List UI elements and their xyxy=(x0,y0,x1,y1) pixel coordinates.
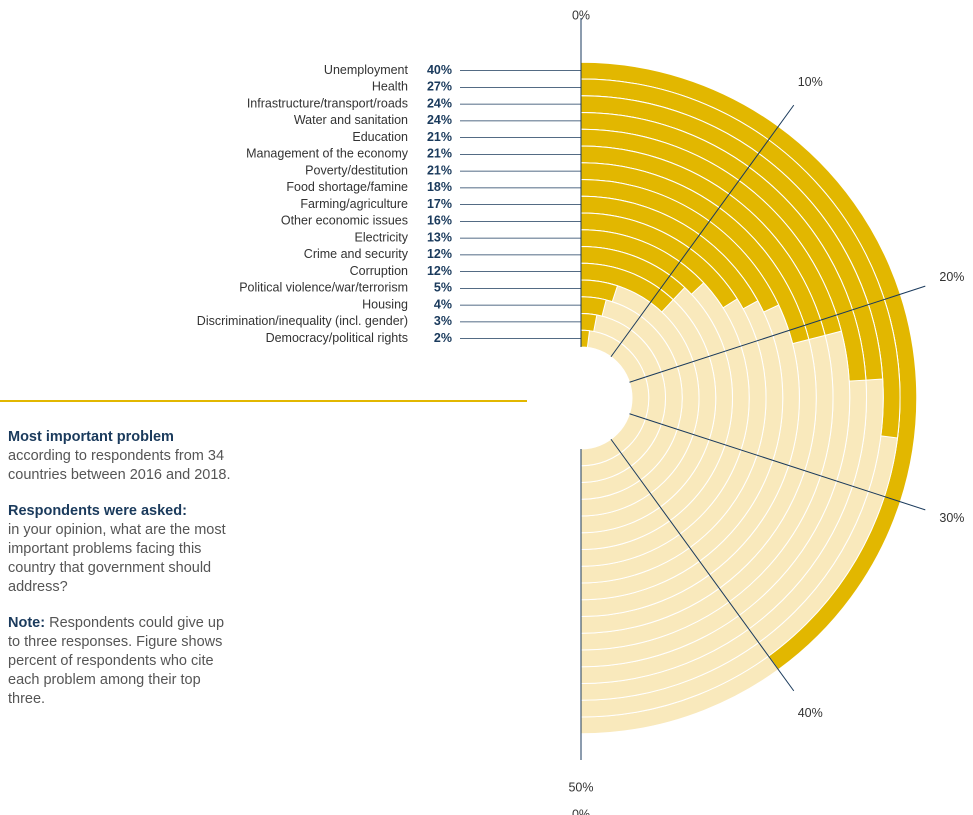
category-label: Food shortage/famine xyxy=(286,180,408,194)
value-label: 17% xyxy=(427,197,452,211)
category-label: Housing xyxy=(362,297,408,311)
category-label: Farming/agriculture xyxy=(300,197,408,211)
category-label: Political violence/war/terrorism xyxy=(239,281,408,295)
tick-label: 0% xyxy=(572,8,590,22)
note-heading: Note: xyxy=(8,615,46,631)
value-label: 24% xyxy=(427,96,452,110)
value-label: 3% xyxy=(434,314,452,328)
value-label: 12% xyxy=(427,247,452,261)
value-label: 5% xyxy=(434,281,452,295)
category-label: Health xyxy=(372,80,408,94)
category-label: Crime and security xyxy=(304,247,409,261)
note: Note: Respondents could give up to three… xyxy=(8,614,236,709)
value-label: 40% xyxy=(427,63,452,77)
category-label: Poverty/destitution xyxy=(305,163,408,177)
value-label: 16% xyxy=(427,214,452,228)
tick-label: 10% xyxy=(798,75,823,89)
note-text: in your opinion, what are the most impor… xyxy=(8,522,226,595)
note-text: according to respondents from 34 countri… xyxy=(8,448,231,483)
category-label: Infrastructure/transport/roads xyxy=(247,96,408,110)
tick-label: 20% xyxy=(939,270,964,284)
category-label: Unemployment xyxy=(324,63,409,77)
tick-label: 40% xyxy=(798,706,823,720)
category-label: Other economic issues xyxy=(281,214,408,228)
value-label: 12% xyxy=(427,264,452,278)
value-label: 24% xyxy=(427,113,452,127)
axis-line xyxy=(610,104,795,358)
axis-line xyxy=(610,438,795,692)
value-label: 21% xyxy=(427,163,452,177)
note-text: Respondents could give up to three respo… xyxy=(8,615,225,707)
category-label: Democracy/political rights xyxy=(266,331,408,345)
tick-label: 50% xyxy=(568,780,593,794)
value-label: 4% xyxy=(434,297,452,311)
category-label: Water and sanitation xyxy=(294,113,408,127)
axis-line xyxy=(629,285,926,383)
category-label: Electricity xyxy=(355,230,409,244)
category-label: Discrimination/inequality (incl. gender) xyxy=(197,314,408,328)
track xyxy=(580,329,650,467)
footer-label: 0% xyxy=(572,807,590,815)
value-label: 2% xyxy=(434,331,452,345)
bar xyxy=(580,329,591,348)
note-heading: Respondents were asked: xyxy=(8,503,187,519)
note-heading: Most important problem xyxy=(8,429,174,445)
tick-label: 30% xyxy=(939,511,964,525)
category-label: Education xyxy=(352,130,408,144)
bar xyxy=(580,312,598,333)
note: Respondents were asked: in your opinion, … xyxy=(8,502,236,597)
category-label: Corruption xyxy=(350,264,408,278)
value-label: 13% xyxy=(427,230,452,244)
value-label: 18% xyxy=(427,180,452,194)
axis-line xyxy=(629,413,926,511)
note: Most important problem according to respo… xyxy=(8,428,236,485)
value-label: 27% xyxy=(427,80,452,94)
category-label: Management of the economy xyxy=(246,147,409,161)
notes: Most important problem according to respo… xyxy=(8,428,236,726)
value-label: 21% xyxy=(427,130,452,144)
value-label: 21% xyxy=(427,147,452,161)
